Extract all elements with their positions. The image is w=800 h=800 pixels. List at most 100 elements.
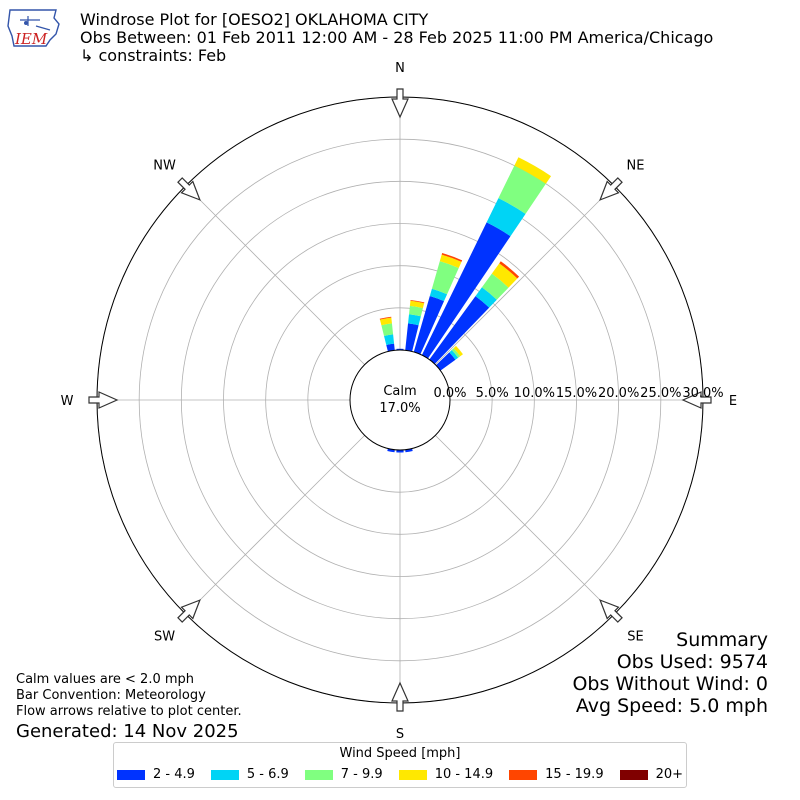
legend-swatch xyxy=(398,769,427,780)
flow-arrows xyxy=(88,88,712,712)
radial-tick-label: 20.0% xyxy=(598,386,639,401)
direction-label: E xyxy=(729,394,737,409)
legend-swatch xyxy=(304,769,333,780)
legend-swatch xyxy=(619,769,648,780)
windrose-bar-segment xyxy=(405,448,413,453)
grid-spoke xyxy=(435,185,615,365)
windrose-bar-segment xyxy=(514,157,552,184)
windrose-bar-segment xyxy=(379,316,392,320)
grid-spoke xyxy=(185,185,365,365)
chart-header: Windrose Plot for [OESO2] OKLAHOMA CITY … xyxy=(80,11,713,65)
windrose-bar-segment xyxy=(386,343,395,352)
legend-label: 15 - 19.9 xyxy=(545,767,604,782)
windrose-bar-segment xyxy=(387,448,395,453)
windrose-bar-segment xyxy=(439,254,462,269)
summary-box: Summary Obs Used: 9574 Obs Without Wind:… xyxy=(572,629,768,717)
calm-note: Calm values are < 2.0 mph xyxy=(16,672,195,687)
radial-tick-label: 30.0% xyxy=(682,386,723,401)
legend-label: 5 - 6.9 xyxy=(246,767,289,782)
obs-without-wind: Obs Without Wind: 0 xyxy=(572,673,768,695)
flow-arrow xyxy=(391,88,409,119)
legend: Wind Speed [mph] 2 - 4.9 5 - 6.9 7 - 9.9 10… xyxy=(113,742,687,788)
logo-text: IEM xyxy=(15,30,48,48)
legend-swatch xyxy=(210,769,239,780)
generated-date: Generated: 14 Nov 2025 xyxy=(16,721,239,742)
windrose-bar-segment xyxy=(396,449,404,453)
flow-arrow xyxy=(88,391,119,409)
direction-label: SE xyxy=(627,629,643,644)
flow-arrow xyxy=(599,599,623,623)
windrose-bar-segment xyxy=(409,300,425,309)
legend-item: 10 - 14.9 xyxy=(398,767,494,782)
flow-arrow xyxy=(599,177,623,201)
constraints: ↳ constraints: Feb xyxy=(80,46,227,65)
radial-tick-label: 10.0% xyxy=(514,386,555,401)
direction-label: SW xyxy=(154,629,175,644)
flow-arrow xyxy=(177,599,201,623)
direction-label: W xyxy=(61,394,74,409)
legend-item: 5 - 6.9 xyxy=(210,767,289,782)
windrose-bar-segment xyxy=(475,287,497,308)
grid-spoke xyxy=(185,435,365,615)
direction-label: N xyxy=(395,61,405,76)
windrose-bar-segment xyxy=(384,334,395,345)
windrose-bar-segment xyxy=(408,314,421,326)
windrose-bar-segment xyxy=(429,288,448,302)
windrose-bar-segment xyxy=(429,296,490,365)
windrose-bar-segment xyxy=(491,263,518,288)
windrose-bar-segment xyxy=(451,348,461,358)
legend-items: 2 - 4.9 5 - 6.9 7 - 9.9 10 - 14.9 15 - 19.9 2… xyxy=(114,767,686,782)
radial-tick-labels: 0.0% 5.0% 10.0% 15.0% 20.0% 25.0% 30.0% xyxy=(433,386,723,401)
windrose-bar-segment xyxy=(481,273,509,300)
legend-item: 2 - 4.9 xyxy=(116,767,195,782)
legend-item: 7 - 9.9 xyxy=(304,767,383,782)
summary-title: Summary xyxy=(676,629,768,651)
legend-label: 20+ xyxy=(655,767,684,782)
radial-tick-label: 0.0% xyxy=(433,386,466,401)
calm-value: 17.0% xyxy=(379,401,420,416)
radial-tick-label: 5.0% xyxy=(476,386,509,401)
flow-arrows-note: Flow arrows relative to plot center. xyxy=(16,704,242,719)
iem-logo: IEM xyxy=(6,6,62,50)
avg-speed: Avg Speed: 5.0 mph xyxy=(575,695,768,717)
radial-tick-label: 25.0% xyxy=(640,386,681,401)
windrose-bar-segment xyxy=(453,345,463,357)
windrose-bar-segment xyxy=(413,296,445,355)
windrose-bar-segment xyxy=(421,222,511,359)
windrose-bar-segment xyxy=(498,165,546,214)
legend-swatch xyxy=(509,769,538,780)
bar-convention-note: Bar Convention: Meteorology xyxy=(16,688,206,703)
windrose-bar-segment xyxy=(435,352,456,371)
chart-title: Windrose Plot for [OESO2] OKLAHOMA CITY xyxy=(80,10,429,29)
direction-label: NE xyxy=(626,159,644,174)
windrose-bar-segment xyxy=(431,261,459,295)
windrose-bar-segment xyxy=(379,317,392,326)
windrose-bar-segment xyxy=(409,305,423,317)
windrose-bar-segment xyxy=(381,323,394,336)
legend-label: 10 - 14.9 xyxy=(434,767,494,782)
windrose-bar-segment xyxy=(405,323,419,352)
direction-label: NW xyxy=(153,159,176,174)
legend-item: 20+ xyxy=(619,767,684,782)
obs-range: Obs Between: 01 Feb 2011 12:00 AM - 28 F… xyxy=(80,28,714,47)
radial-tick-label: 15.0% xyxy=(556,386,597,401)
flow-arrow xyxy=(681,391,712,409)
grid-spoke xyxy=(435,435,615,615)
flow-arrow xyxy=(391,681,409,712)
direction-label: S xyxy=(396,727,404,742)
calm-label: Calm xyxy=(383,384,416,399)
windrose-bar-segment xyxy=(441,253,463,262)
windrose-bar-segment xyxy=(449,350,459,360)
legend-label: 2 - 4.9 xyxy=(152,767,195,782)
legend-swatch xyxy=(116,769,145,780)
windrose-bar-segment xyxy=(486,198,526,237)
legend-label: 7 - 9.9 xyxy=(340,767,383,782)
footnotes: Calm values are < 2.0 mph Bar Convention… xyxy=(16,672,242,743)
direction-labels: N NE E SE S SW W NW xyxy=(61,61,738,742)
legend-title: Wind Speed [mph] xyxy=(339,746,461,761)
windrose-bar-segment xyxy=(410,299,425,304)
windrose-bar-segment xyxy=(499,261,520,279)
calm-circle xyxy=(349,349,451,451)
flow-arrow xyxy=(177,177,201,201)
